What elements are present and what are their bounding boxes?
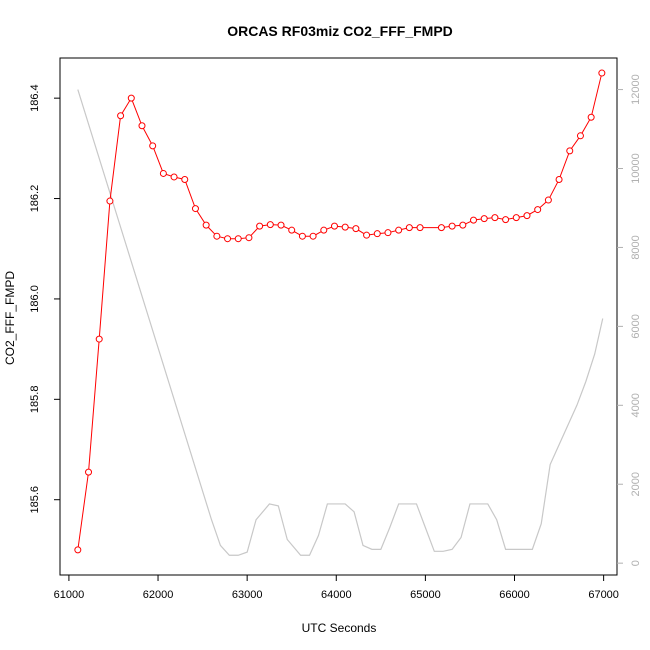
x-tick-label: 65000 bbox=[410, 589, 441, 601]
co2-point bbox=[117, 112, 125, 120]
y2-tick-label: 4000 bbox=[630, 393, 642, 417]
co2-point bbox=[470, 216, 478, 224]
y-tick-label: 186.2 bbox=[29, 185, 41, 213]
x-tick-label: 62000 bbox=[143, 589, 174, 601]
co2-point bbox=[224, 235, 232, 243]
co2-point bbox=[534, 206, 542, 214]
co2-point bbox=[373, 230, 381, 238]
y-tick-label: 186.0 bbox=[29, 285, 41, 313]
co2-series bbox=[74, 69, 606, 554]
x-tick-label: 66000 bbox=[499, 589, 530, 601]
y2-tick-label: 0 bbox=[630, 560, 642, 566]
co2-point bbox=[277, 221, 285, 229]
co2-point bbox=[138, 122, 146, 130]
co2-point bbox=[448, 222, 456, 230]
co2-point bbox=[127, 94, 135, 102]
y2-tick-label: 12000 bbox=[630, 74, 642, 105]
co2-point bbox=[159, 169, 167, 177]
co2-point bbox=[512, 214, 520, 222]
co2-point bbox=[202, 221, 210, 229]
co2-point bbox=[598, 69, 606, 77]
co2-point bbox=[256, 222, 264, 230]
plot-frame bbox=[59, 57, 618, 576]
altitude-series bbox=[77, 89, 604, 556]
co2-point bbox=[459, 221, 467, 229]
co2-point bbox=[309, 232, 317, 240]
y-axis-right: 0 2000 4000 6000 8000 10000 12000 bbox=[617, 74, 642, 566]
co2-point bbox=[149, 142, 157, 150]
y-axis-label: CO2_FFF_FMPD bbox=[3, 271, 17, 365]
y2-tick-label: 2000 bbox=[630, 472, 642, 496]
co2-point bbox=[170, 173, 178, 181]
co2-point bbox=[85, 468, 93, 476]
x-tick-label: 63000 bbox=[232, 589, 263, 601]
co2-point bbox=[491, 214, 499, 222]
y2-tick-label: 8000 bbox=[630, 235, 642, 259]
co2-point bbox=[587, 113, 595, 121]
x-tick-label: 64000 bbox=[321, 589, 352, 601]
co2-point bbox=[330, 222, 338, 230]
co2-point bbox=[576, 132, 584, 140]
co2-point bbox=[363, 231, 371, 239]
co2-point bbox=[191, 205, 199, 213]
co2-point bbox=[234, 235, 242, 243]
co2-line bbox=[77, 72, 603, 550]
co2-point bbox=[384, 229, 392, 237]
y2-tick-label: 6000 bbox=[630, 314, 642, 338]
co2-point bbox=[288, 226, 296, 234]
co2-point bbox=[352, 225, 360, 233]
chart-title: ORCAS RF03miz CO2_FFF_FMPD bbox=[227, 23, 453, 39]
co2-point bbox=[74, 546, 82, 554]
co2-point bbox=[405, 224, 413, 232]
x-tick-label: 61000 bbox=[54, 589, 85, 601]
co2-point bbox=[213, 232, 221, 240]
y-tick-label: 185.6 bbox=[29, 486, 41, 514]
altitude-line bbox=[77, 89, 604, 556]
co2-point bbox=[320, 226, 328, 234]
x-axis-label: UTC Seconds bbox=[302, 621, 377, 635]
y2-tick-label: 10000 bbox=[630, 153, 642, 184]
co2-point bbox=[502, 216, 510, 224]
x-axis: 61000 62000 63000 64000 65000 66000 67000 bbox=[54, 575, 619, 601]
y-tick-label: 186.4 bbox=[29, 84, 41, 112]
co2-point bbox=[341, 223, 349, 231]
co2-point bbox=[555, 175, 563, 183]
x-tick-label: 67000 bbox=[588, 589, 619, 601]
co2-point bbox=[298, 232, 306, 240]
co2-point bbox=[106, 197, 114, 205]
co2-point bbox=[544, 196, 552, 204]
co2-point bbox=[395, 226, 403, 234]
co2-point bbox=[95, 335, 103, 343]
y-tick-label: 185.8 bbox=[29, 386, 41, 414]
co2-point bbox=[181, 175, 189, 183]
co2-point bbox=[416, 224, 424, 232]
co2-point bbox=[437, 224, 445, 232]
co2-point bbox=[523, 212, 531, 220]
y-axis-left: 185.6 185.8 186.0 186.2 186.4 bbox=[29, 84, 60, 513]
co2-point bbox=[245, 234, 253, 242]
co2-point bbox=[266, 221, 274, 229]
co2-point bbox=[480, 215, 488, 223]
co2-point bbox=[566, 147, 574, 155]
